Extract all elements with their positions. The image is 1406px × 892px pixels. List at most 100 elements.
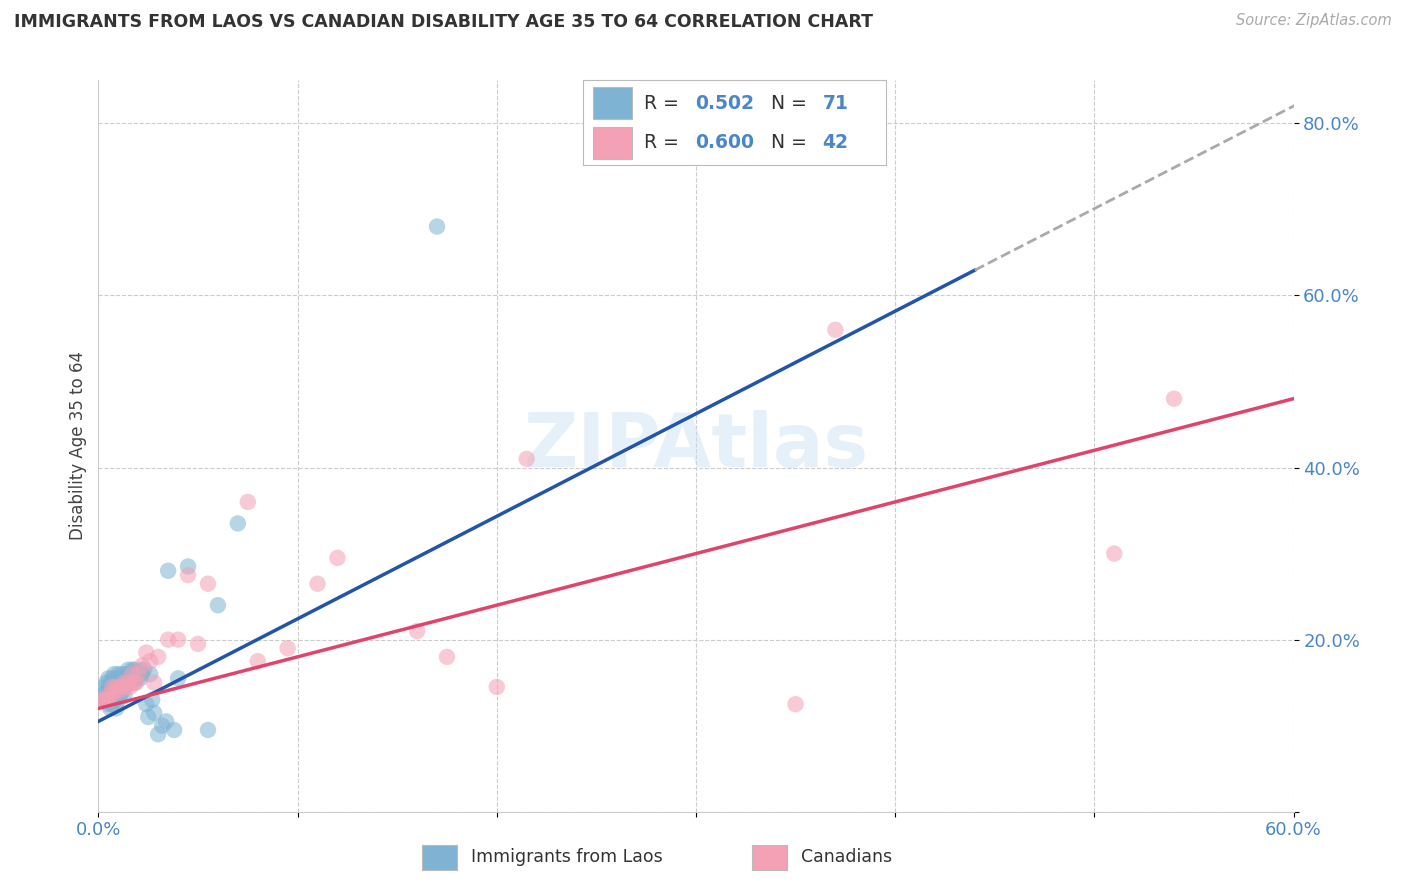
- FancyBboxPatch shape: [592, 87, 631, 120]
- Point: [157, 564, 180, 578]
- Point: [134, 663, 156, 677]
- Point: [105, 680, 128, 694]
- Point: [112, 689, 135, 703]
- Point: [101, 689, 124, 703]
- Point: [167, 632, 190, 647]
- Point: [98, 684, 122, 698]
- Point: [406, 624, 429, 638]
- Point: [110, 680, 132, 694]
- Point: [111, 684, 134, 698]
- Point: [91, 693, 114, 707]
- Point: [127, 667, 149, 681]
- Point: [107, 684, 129, 698]
- Point: [101, 680, 124, 694]
- Point: [148, 727, 170, 741]
- Point: [125, 675, 148, 690]
- Point: [110, 680, 132, 694]
- Point: [131, 667, 153, 681]
- Point: [167, 671, 190, 685]
- Point: [111, 675, 134, 690]
- Point: [98, 675, 122, 690]
- Point: [115, 667, 138, 681]
- Point: [436, 649, 458, 664]
- Point: [97, 689, 120, 703]
- Text: N =: N =: [770, 133, 813, 152]
- Point: [226, 516, 249, 531]
- Point: [98, 693, 122, 707]
- Point: [141, 693, 163, 707]
- Point: [111, 680, 134, 694]
- Point: [98, 693, 122, 707]
- Text: 0.502: 0.502: [696, 94, 755, 112]
- Point: [112, 675, 135, 690]
- Point: [98, 701, 122, 715]
- Point: [115, 675, 138, 690]
- Point: [117, 671, 139, 685]
- Point: [93, 693, 115, 707]
- Point: [93, 693, 115, 707]
- Point: [125, 671, 148, 685]
- Point: [163, 723, 186, 737]
- Point: [187, 637, 209, 651]
- Point: [96, 684, 118, 698]
- Point: [246, 654, 269, 668]
- Point: [101, 697, 124, 711]
- Point: [139, 667, 162, 681]
- Point: [177, 568, 200, 582]
- Point: [103, 675, 125, 690]
- Point: [197, 723, 219, 737]
- Point: [121, 663, 143, 677]
- Point: [103, 667, 125, 681]
- Y-axis label: Disability Age 35 to 64: Disability Age 35 to 64: [69, 351, 87, 541]
- Point: [110, 671, 132, 685]
- Point: [236, 495, 259, 509]
- Point: [112, 671, 135, 685]
- Point: [105, 701, 128, 715]
- Point: [105, 680, 128, 694]
- Point: [117, 663, 139, 677]
- Point: [124, 675, 146, 690]
- Point: [97, 671, 120, 685]
- Point: [112, 680, 135, 694]
- Point: [155, 714, 177, 729]
- Point: [111, 667, 134, 681]
- Point: [120, 675, 142, 690]
- Text: Source: ZipAtlas.com: Source: ZipAtlas.com: [1236, 13, 1392, 29]
- Point: [124, 675, 146, 690]
- Point: [110, 689, 132, 703]
- Point: [105, 671, 128, 685]
- Point: [124, 663, 146, 677]
- Point: [97, 689, 120, 703]
- Text: 71: 71: [823, 94, 848, 112]
- Point: [148, 649, 170, 664]
- Point: [485, 680, 508, 694]
- Point: [129, 663, 152, 677]
- Point: [107, 675, 129, 690]
- Point: [105, 689, 128, 703]
- Point: [785, 697, 807, 711]
- Point: [96, 693, 118, 707]
- Point: [97, 697, 120, 711]
- Point: [96, 693, 118, 707]
- Point: [103, 684, 125, 698]
- Point: [115, 680, 138, 694]
- Point: [121, 667, 143, 681]
- Point: [135, 646, 157, 660]
- Point: [101, 680, 124, 694]
- Text: Immigrants from Laos: Immigrants from Laos: [471, 848, 662, 866]
- Text: Canadians: Canadians: [801, 848, 893, 866]
- Text: N =: N =: [770, 94, 813, 112]
- Point: [131, 658, 153, 673]
- Point: [426, 219, 449, 234]
- Point: [103, 684, 125, 698]
- Point: [120, 680, 142, 694]
- Point: [107, 684, 129, 698]
- Point: [107, 693, 129, 707]
- FancyBboxPatch shape: [592, 127, 631, 159]
- Point: [516, 451, 538, 466]
- Point: [197, 576, 219, 591]
- Point: [135, 697, 157, 711]
- Point: [103, 693, 125, 707]
- Point: [127, 667, 149, 681]
- Point: [136, 710, 159, 724]
